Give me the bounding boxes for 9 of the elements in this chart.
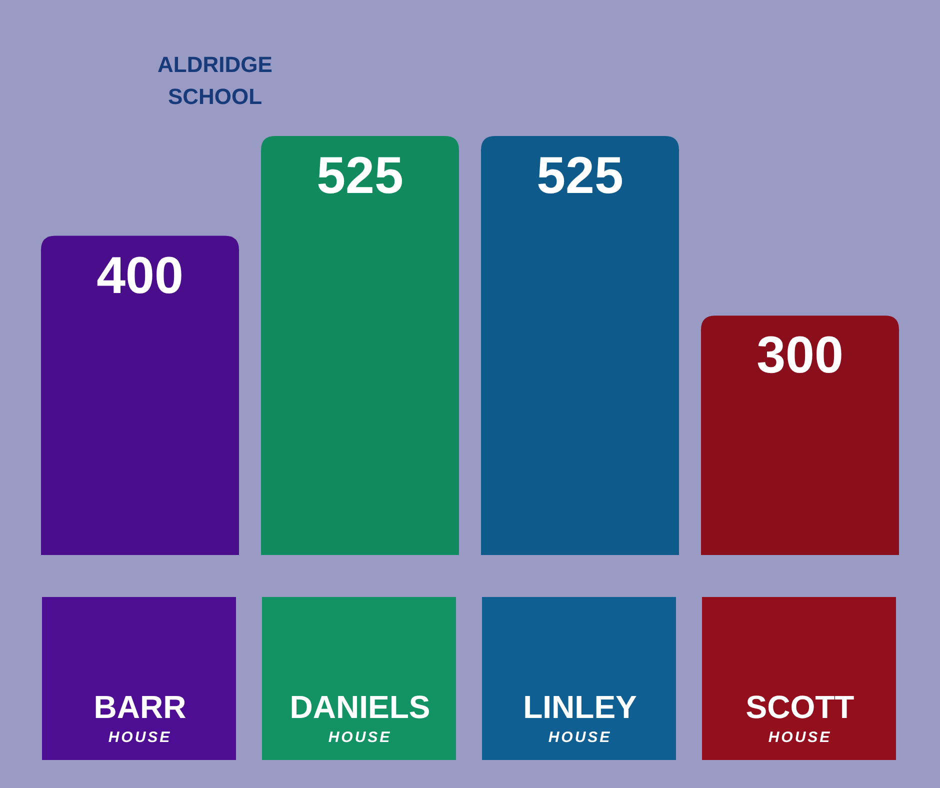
chart-title: ALDRIDGE SCHOOL	[158, 52, 272, 109]
x-tick-label: SCOTT HOUSE	[746, 689, 855, 746]
data-label: 525	[536, 147, 624, 205]
x-tick-label: LINLEY HOUSE	[523, 689, 637, 746]
data-label: 400	[96, 246, 184, 305]
x-tick-label: DANIELS HOUSE	[290, 689, 430, 746]
data-label: 525	[316, 147, 404, 205]
data-label: 300	[756, 326, 844, 385]
x-tick-label: BARR HOUSE	[94, 689, 186, 746]
